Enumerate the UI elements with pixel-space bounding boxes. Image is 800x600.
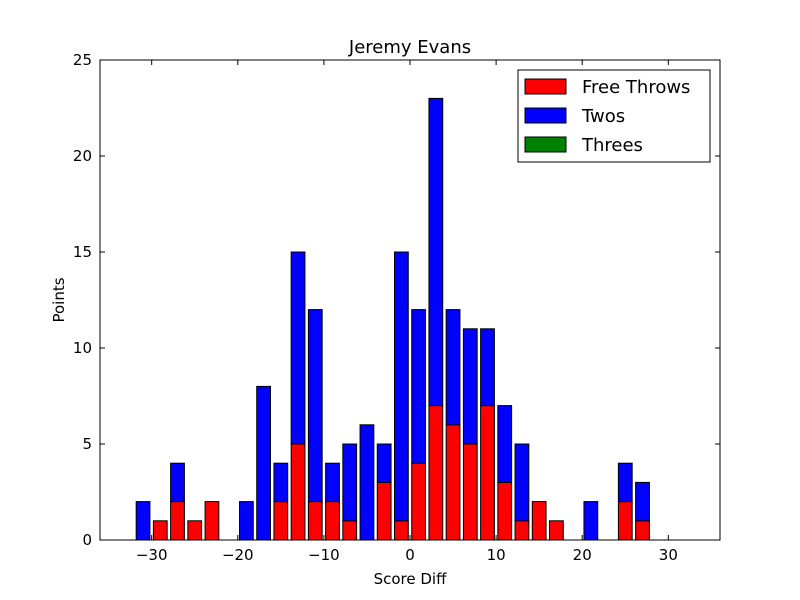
bar-free-throws	[514, 520, 530, 541]
bar-twos	[462, 328, 478, 445]
bar-free-throws	[462, 443, 478, 541]
bar-free-throws	[376, 481, 392, 541]
chart-title: Jeremy Evans	[348, 37, 471, 58]
y-tick-label: 0	[82, 531, 92, 549]
bar-free-throws	[549, 520, 564, 541]
bar-free-throws	[480, 405, 495, 541]
bar-free-throws	[411, 462, 427, 541]
bar-twos	[239, 501, 254, 541]
x-tick-label: 10	[487, 546, 506, 564]
bar-twos	[428, 97, 444, 407]
bar-twos	[635, 481, 650, 522]
bar-twos	[497, 405, 513, 483]
bar-free-throws	[290, 443, 306, 541]
bar-free-throws	[307, 501, 323, 541]
bars-layer	[135, 97, 650, 541]
bar-twos	[617, 462, 633, 503]
legend-label: Threes	[581, 135, 643, 156]
bar-twos	[480, 328, 495, 407]
bar-free-throws	[531, 501, 547, 541]
y-axis-label: Points	[50, 277, 68, 322]
x-axis-label: Score Diff	[374, 570, 447, 588]
bar-twos	[290, 251, 306, 445]
x-tick-label: −30	[136, 546, 168, 564]
bar-free-throws	[273, 501, 289, 541]
bar-twos	[273, 462, 289, 503]
bar-free-throws	[187, 520, 203, 541]
bar-free-throws	[617, 501, 633, 541]
bar-twos	[256, 385, 272, 541]
x-tick-label: −20	[222, 546, 254, 564]
x-tick-label: −10	[308, 546, 340, 564]
legend-label: Free Throws	[582, 77, 690, 98]
bar-twos	[445, 309, 461, 426]
bar-free-throws	[394, 520, 409, 541]
bar-free-throws	[497, 481, 513, 541]
bar-twos	[514, 443, 530, 522]
bar-twos	[170, 462, 185, 503]
y-tick-label: 20	[73, 147, 92, 165]
axes-layer: −30 −20 −10 0 10 20 30 0 5 10 15 20 25	[73, 51, 720, 564]
y-tick-label: 15	[73, 243, 92, 261]
y-tick-label: 10	[73, 339, 92, 357]
bar-twos	[307, 309, 323, 503]
x-tick-label: 30	[659, 546, 678, 564]
bar-free-throws	[635, 520, 650, 541]
bar-free-throws	[445, 424, 461, 541]
bar-twos	[394, 251, 409, 522]
bar-twos	[135, 501, 151, 541]
legend: Free Throws Twos Threes	[517, 69, 711, 163]
legend-swatch	[524, 78, 567, 95]
bar-twos	[342, 443, 358, 522]
bar-free-throws	[342, 520, 358, 541]
bar-free-throws	[170, 501, 185, 541]
y-tick-label: 5	[82, 435, 92, 453]
bar-free-throws	[325, 501, 340, 541]
x-tick-label: 0	[405, 546, 415, 564]
legend-swatch	[524, 136, 567, 153]
bar-free-throws	[152, 520, 168, 541]
bar-free-throws	[204, 501, 220, 541]
bar-twos	[411, 309, 427, 464]
bar-free-throws	[428, 405, 444, 541]
x-tick-label: 20	[573, 546, 592, 564]
bar-twos	[376, 443, 392, 483]
legend-label: Twos	[581, 106, 625, 127]
bar-twos	[359, 424, 375, 541]
y-tick-label: 25	[73, 51, 92, 69]
legend-swatch	[524, 107, 567, 124]
bar-twos	[325, 462, 340, 503]
bar-twos	[583, 501, 599, 541]
